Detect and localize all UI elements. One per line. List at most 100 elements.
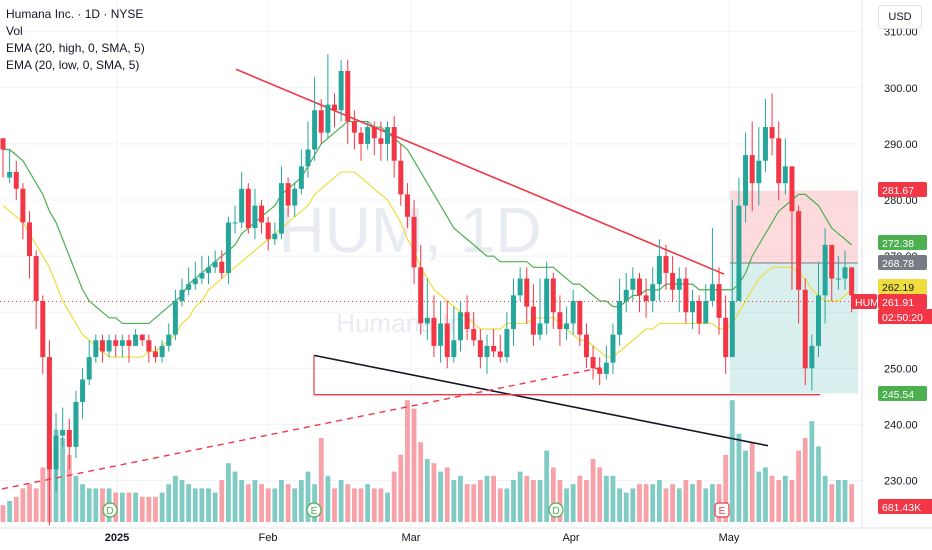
candle-body bbox=[690, 300, 696, 313]
candle-body bbox=[206, 267, 212, 273]
price-tag-text: 262.19 bbox=[882, 282, 914, 294]
volume-bar bbox=[703, 488, 709, 522]
volume-bar bbox=[192, 488, 198, 522]
volume-bar bbox=[385, 492, 390, 522]
candle-body bbox=[530, 306, 536, 335]
candle-body bbox=[484, 345, 490, 358]
price-tag-bg bbox=[878, 279, 927, 294]
volume-bar bbox=[179, 480, 185, 522]
volume-bar bbox=[0, 505, 6, 522]
candle-body bbox=[517, 278, 523, 296]
candle-body bbox=[46, 357, 52, 470]
volume-bar bbox=[557, 480, 563, 522]
candle-body bbox=[444, 323, 450, 358]
volume-bar bbox=[590, 459, 596, 522]
candle-body bbox=[332, 104, 337, 111]
price-tag-5: 261.91 bbox=[878, 294, 927, 309]
candle-body bbox=[378, 138, 384, 144]
indicator-ema-low[interactable]: EMA (20, low, 0, SMA, 5) bbox=[6, 58, 140, 72]
volume-bar bbox=[822, 475, 828, 522]
volume-bar bbox=[431, 463, 437, 522]
resistance-trendline bbox=[235, 68, 725, 275]
y-tick-label: 290.00 bbox=[884, 139, 918, 151]
volume-bar bbox=[690, 484, 695, 522]
event-marker-label: E bbox=[719, 506, 726, 517]
candle-body bbox=[709, 284, 715, 301]
volume-bar bbox=[358, 488, 364, 522]
volume-bar bbox=[464, 484, 470, 522]
candle-body bbox=[610, 334, 616, 363]
price-tag-text: 245.54 bbox=[882, 389, 914, 401]
dashed-trendline bbox=[1, 365, 607, 490]
volume-bar bbox=[40, 467, 46, 522]
volume-bar bbox=[139, 496, 145, 522]
volume-bar bbox=[816, 446, 821, 522]
candle-body bbox=[477, 340, 483, 358]
volume-bar bbox=[511, 480, 516, 522]
volume-bar bbox=[212, 492, 218, 522]
volume-bar bbox=[637, 484, 642, 522]
volume-bar bbox=[617, 488, 622, 522]
volume-bar bbox=[531, 480, 536, 522]
candle-body bbox=[491, 345, 497, 352]
candle-body bbox=[762, 127, 768, 161]
candle-body bbox=[683, 278, 689, 313]
volume-bar bbox=[351, 488, 357, 522]
candle-body bbox=[716, 284, 722, 318]
price-tag-6: 02:50:20 bbox=[878, 309, 932, 324]
price-tag-1: 272.38 bbox=[878, 235, 927, 250]
candle-body bbox=[0, 138, 6, 150]
volume-bar bbox=[756, 471, 762, 522]
candle-body bbox=[199, 272, 205, 279]
indicator-ema-high[interactable]: EMA (20, high, 0, SMA, 5) bbox=[6, 41, 145, 55]
candle-body bbox=[7, 171, 13, 178]
price-tag-text: 681.43K bbox=[882, 502, 921, 514]
volume-bar bbox=[723, 454, 729, 522]
candle-body bbox=[650, 284, 656, 301]
volume-bar bbox=[782, 475, 788, 522]
currency-button[interactable]: USD bbox=[878, 5, 922, 29]
x-tick-label: May bbox=[719, 532, 740, 544]
candle-body bbox=[86, 357, 92, 380]
candle-body bbox=[179, 289, 185, 301]
candle-body bbox=[829, 244, 835, 279]
volume-bar bbox=[676, 488, 682, 522]
volume-bar bbox=[769, 475, 775, 522]
candle-body bbox=[106, 340, 112, 352]
volume-bar bbox=[226, 463, 231, 522]
candle-body bbox=[318, 110, 324, 133]
symbol-title[interactable]: Humana Inc. · 1D · NYSE bbox=[6, 7, 144, 21]
candle-body bbox=[20, 188, 26, 223]
candle-body bbox=[749, 155, 755, 184]
candle-body bbox=[298, 166, 304, 189]
volume-bar bbox=[570, 484, 576, 522]
volume-bar bbox=[670, 484, 676, 522]
volume-bar bbox=[133, 492, 138, 522]
volume-bar bbox=[418, 442, 424, 522]
volume-bar bbox=[219, 480, 225, 522]
volume-bar bbox=[391, 471, 397, 522]
candle-body bbox=[756, 160, 762, 184]
volume-bar bbox=[86, 488, 92, 522]
volume-bar bbox=[835, 480, 841, 522]
price-tag-bg bbox=[851, 294, 877, 309]
candle-body bbox=[504, 329, 510, 358]
candle-body bbox=[312, 110, 318, 150]
event-marker-3: E bbox=[714, 502, 730, 518]
indicator-vol[interactable]: Vol bbox=[6, 24, 23, 38]
volume-bar bbox=[126, 492, 132, 522]
candle-body bbox=[630, 278, 636, 290]
volume-bar bbox=[338, 480, 344, 522]
volume-bar bbox=[100, 488, 105, 522]
candle-body bbox=[617, 300, 623, 335]
candle-body bbox=[404, 194, 410, 217]
volume-bar bbox=[298, 480, 304, 522]
volume-bar bbox=[796, 450, 801, 522]
volume-bar bbox=[27, 484, 32, 522]
candle-body bbox=[99, 340, 105, 352]
price-tag-0: 281.67 bbox=[878, 182, 927, 197]
volume-bar bbox=[119, 492, 125, 522]
candle-body bbox=[537, 323, 543, 335]
candle-body bbox=[557, 312, 563, 330]
